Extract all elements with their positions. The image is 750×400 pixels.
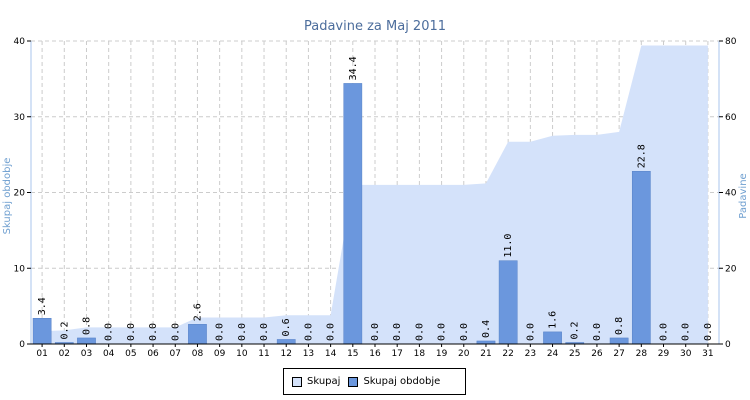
data-label-26: 0.0 — [592, 323, 603, 341]
bar-24 — [543, 331, 562, 345]
x-tick-label: 31 — [702, 349, 713, 359]
x-tick-label: 19 — [436, 349, 448, 359]
data-label-11: 0.0 — [259, 323, 270, 341]
legend-label-skupaj-obdobje: Skupaj obdobje — [363, 376, 441, 387]
data-label-19: 0.0 — [437, 323, 448, 341]
bar-12 — [276, 339, 296, 345]
x-tick-label: 28 — [636, 349, 648, 359]
data-label-13: 0.0 — [303, 323, 314, 341]
data-label-08: 2.6 — [192, 303, 203, 321]
x-tick-label: 05 — [125, 349, 136, 359]
x-tick-label: 27 — [613, 349, 624, 359]
x-tick-label: 14 — [325, 349, 337, 359]
axes: 0 10 20 30 40 0 20 40 60 80 01 02 03 04 05 06 07 08 09 10 11… — [14, 37, 737, 359]
data-label-24: 1.6 — [548, 311, 559, 329]
x-tick-label: 09 — [214, 349, 226, 359]
data-label-31: 0.0 — [703, 323, 714, 341]
right-axis-title: Padavine — [738, 173, 749, 218]
x-tick-label: 25 — [569, 349, 580, 359]
right-tick-label: 20 — [725, 264, 737, 274]
left-tick-label: 40 — [14, 37, 26, 47]
bar-series — [32, 83, 651, 345]
bar-27 — [609, 337, 629, 345]
x-tick-label: 03 — [81, 349, 92, 359]
data-label-22: 11.0 — [503, 234, 514, 258]
x-tick-label: 21 — [480, 349, 491, 359]
right-tick-label: 80 — [725, 37, 737, 47]
data-label-29: 0.0 — [659, 323, 670, 341]
legend-label-skupaj: Skupaj — [307, 376, 341, 387]
data-label-17: 0.0 — [392, 323, 403, 341]
right-tick-label: 40 — [725, 189, 737, 199]
x-tick-label: 22 — [502, 349, 513, 359]
legend-item-skupaj: Skupaj — [292, 376, 340, 387]
data-label-05: 0.0 — [126, 323, 137, 341]
x-tick-label: 12 — [280, 349, 291, 359]
data-label-28: 22.8 — [636, 144, 647, 168]
data-label-14: 0.0 — [326, 323, 337, 341]
x-tick-label: 17 — [391, 349, 402, 359]
left-axis-title: Skupaj obdobje — [2, 158, 13, 235]
data-label-03: 0.8 — [81, 317, 92, 335]
x-tick-label: 08 — [192, 349, 204, 359]
data-label-15: 34.4 — [348, 56, 359, 80]
legend-swatch-skupaj — [292, 376, 302, 387]
data-label-30: 0.0 — [681, 323, 692, 341]
data-label-01: 3.4 — [37, 297, 48, 315]
x-tick-label: 10 — [236, 349, 248, 359]
data-labels: 3.4 0.2 0.8 0.0 0.0 0.0 0.0 2.6 0.0 0.0 0.0 0.6 0.0 0… — [37, 56, 714, 341]
x-tick-label: 15 — [347, 349, 358, 359]
x-tick-label: 16 — [369, 349, 381, 359]
left-tick-label: 10 — [14, 264, 26, 274]
x-tick-label: 24 — [547, 349, 559, 359]
data-label-27: 0.8 — [614, 317, 625, 335]
data-label-18: 0.0 — [414, 323, 425, 341]
left-tick-label: 30 — [14, 113, 26, 123]
x-tick-label: 20 — [458, 349, 470, 359]
legend-swatch-skupaj-obdobje — [348, 376, 359, 387]
data-label-12: 0.6 — [281, 318, 292, 336]
x-tick-label: 04 — [103, 349, 115, 359]
area-skupaj — [42, 45, 708, 345]
data-label-25: 0.2 — [570, 321, 581, 339]
bar-03 — [77, 337, 96, 345]
legend-item-skupaj-obdobje: Skupaj obdobje — [348, 376, 440, 387]
bar-08 — [188, 324, 207, 345]
x-tick-label: 26 — [591, 349, 603, 359]
chart-title: Padavine za Maj 2011 — [304, 19, 446, 34]
right-tick-label: 60 — [725, 113, 737, 123]
x-tick-label: 29 — [658, 349, 670, 359]
bar-28 — [631, 171, 651, 345]
area-series — [42, 45, 708, 345]
bar-22 — [498, 260, 518, 345]
data-label-10: 0.0 — [237, 323, 248, 341]
x-tick-label: 30 — [680, 349, 692, 359]
x-tick-label: 13 — [303, 349, 314, 359]
data-label-04: 0.0 — [104, 323, 115, 341]
left-tick-label: 20 — [14, 189, 26, 199]
x-tick-label: 01 — [36, 349, 47, 359]
x-tick-label: 18 — [414, 349, 426, 359]
data-label-20: 0.0 — [459, 323, 470, 341]
data-label-07: 0.0 — [170, 323, 181, 341]
bar-01 — [32, 317, 52, 345]
left-tick-label: 0 — [19, 340, 25, 350]
data-label-16: 0.0 — [370, 323, 381, 341]
data-label-02: 0.2 — [59, 321, 70, 339]
x-tick-label: 02 — [59, 349, 70, 359]
x-tick-label: 23 — [525, 349, 536, 359]
legend: Skupaj Skupaj obdobje — [283, 368, 466, 395]
data-label-23: 0.0 — [525, 323, 536, 341]
right-tick-label: 0 — [725, 340, 731, 350]
x-tick-label: 07 — [170, 349, 181, 359]
data-label-06: 0.0 — [148, 323, 159, 341]
bar-15 — [343, 83, 363, 345]
data-label-09: 0.0 — [215, 323, 226, 341]
x-tick-label: 11 — [258, 349, 269, 359]
x-tick-label: 06 — [147, 349, 159, 359]
data-label-21: 0.4 — [481, 320, 492, 338]
